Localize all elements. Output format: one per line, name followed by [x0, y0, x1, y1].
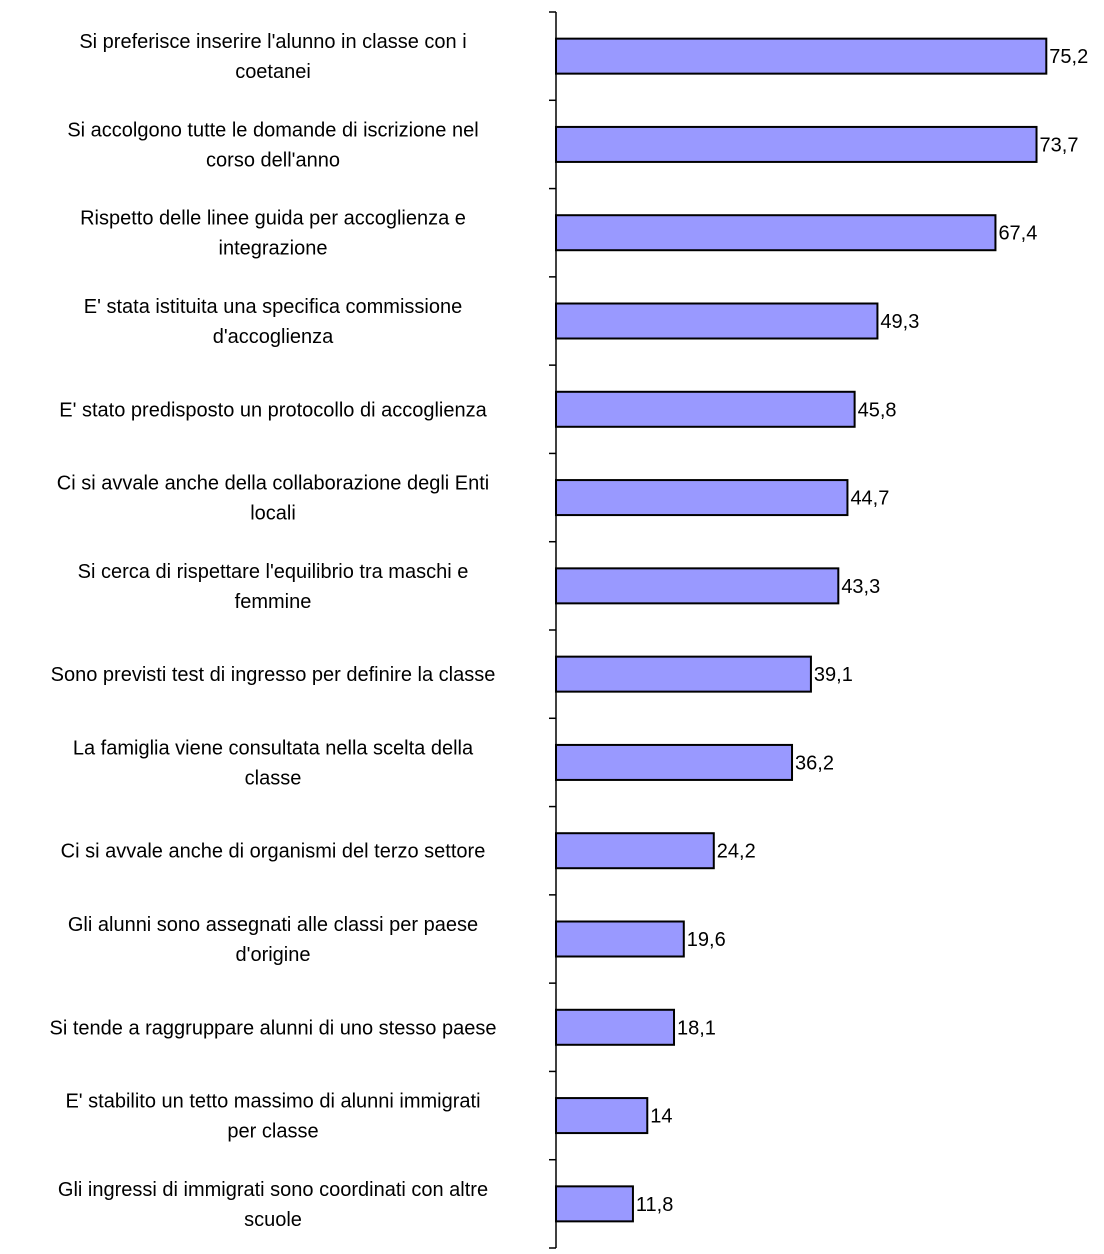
bar	[555, 920, 685, 958]
category-label-line: Gli ingressi di immigrati sono coordinat…	[58, 1179, 488, 1201]
data-label: 67,4	[998, 223, 1037, 245]
value-labels: 75,2 73,7 67,4 49,3 45,8 44,7 43,3 39,1 36,2 24,2…	[636, 46, 1088, 1216]
category-label-line: E' stato predisposto un protocollo di ac…	[59, 399, 487, 421]
category-label-line: coetanei	[235, 61, 311, 83]
category-label: Si accolgono tutte le domande di iscrizi…	[67, 119, 478, 171]
category-label: E' stata istituita una specifica commiss…	[84, 296, 462, 348]
category-label-line: femmine	[235, 591, 312, 613]
data-label: 75,2	[1049, 46, 1088, 68]
data-label: 19,6	[687, 929, 726, 951]
category-label-line: Gli alunni sono assegnati alle classi pe…	[68, 914, 478, 936]
data-label: 36,2	[795, 752, 834, 774]
data-label: 43,3	[841, 576, 880, 598]
category-labels: Si preferisce inserire l'alunno in class…	[50, 31, 497, 1231]
bar	[555, 655, 812, 693]
category-label-line: classe	[245, 767, 302, 789]
category-label-line: locali	[250, 503, 296, 525]
category-label: Gli ingressi di immigrati sono coordinat…	[58, 1179, 488, 1231]
axis-ticks	[549, 11, 556, 1249]
category-label-line: per classe	[227, 1121, 318, 1143]
bar	[555, 302, 879, 340]
category-label-line: d'origine	[236, 944, 311, 966]
bar	[555, 1185, 634, 1223]
bar	[555, 37, 1048, 75]
bar	[555, 1097, 649, 1135]
category-label-line: Si preferisce inserire l'alunno in class…	[79, 31, 466, 53]
bar	[555, 479, 849, 517]
category-label-line: Ci si avvale anche di organismi del terz…	[61, 841, 486, 863]
data-label: 18,1	[677, 1017, 716, 1039]
category-label: Si preferisce inserire l'alunno in class…	[79, 31, 466, 83]
category-label: Rispetto delle linee guida per accoglien…	[80, 208, 466, 260]
bar	[555, 214, 997, 252]
category-label-line: scuole	[244, 1209, 302, 1231]
data-label: 45,8	[858, 399, 897, 421]
bar	[555, 743, 794, 781]
category-label-line: Rispetto delle linee guida per accoglien…	[80, 208, 466, 230]
category-label: Ci si avvale anche della collaborazione …	[57, 473, 489, 525]
data-label: 14	[650, 1106, 672, 1128]
category-label: E' stabilito un tetto massimo di alunni …	[65, 1091, 480, 1143]
category-label: La famiglia viene consultata nella scelt…	[73, 737, 474, 789]
data-label: 24,2	[717, 841, 756, 863]
category-label-line: integrazione	[219, 238, 328, 260]
data-label: 73,7	[1040, 134, 1079, 156]
category-label-line: Si tende a raggruppare alunni di uno ste…	[50, 1017, 497, 1039]
bar	[555, 125, 1038, 163]
category-label: Sono previsti test di ingresso per defin…	[51, 664, 496, 686]
category-label: E' stato predisposto un protocollo di ac…	[59, 399, 487, 421]
category-label: Ci si avvale anche di organismi del terz…	[61, 841, 486, 863]
category-label-line: La famiglia viene consultata nella scelt…	[73, 737, 474, 759]
data-label: 39,1	[814, 664, 853, 686]
bar	[555, 390, 856, 428]
category-label-line: Si accolgono tutte le domande di iscrizi…	[67, 119, 478, 141]
category-label: Gli alunni sono assegnati alle classi pe…	[68, 914, 478, 966]
category-label-line: corso dell'anno	[206, 149, 340, 171]
category-label-line: Si cerca di rispettare l'equilibrio tra …	[78, 561, 469, 583]
bar	[555, 832, 715, 870]
bar	[555, 567, 840, 605]
data-label: 49,3	[880, 311, 919, 333]
category-label-line: E' stata istituita una specifica commiss…	[84, 296, 462, 318]
category-label-line: Sono previsti test di ingresso per defin…	[51, 664, 496, 686]
category-label-line: E' stabilito un tetto massimo di alunni …	[65, 1091, 480, 1113]
category-label-line: d'accoglienza	[213, 326, 334, 348]
bars	[555, 37, 1048, 1223]
category-label: Si cerca di rispettare l'equilibrio tra …	[78, 561, 469, 613]
category-label: Si tende a raggruppare alunni di uno ste…	[50, 1017, 497, 1039]
category-label-line: Ci si avvale anche della collaborazione …	[57, 473, 489, 495]
data-label: 44,7	[850, 488, 889, 510]
bar	[555, 1008, 676, 1046]
data-label: 11,8	[636, 1194, 673, 1216]
